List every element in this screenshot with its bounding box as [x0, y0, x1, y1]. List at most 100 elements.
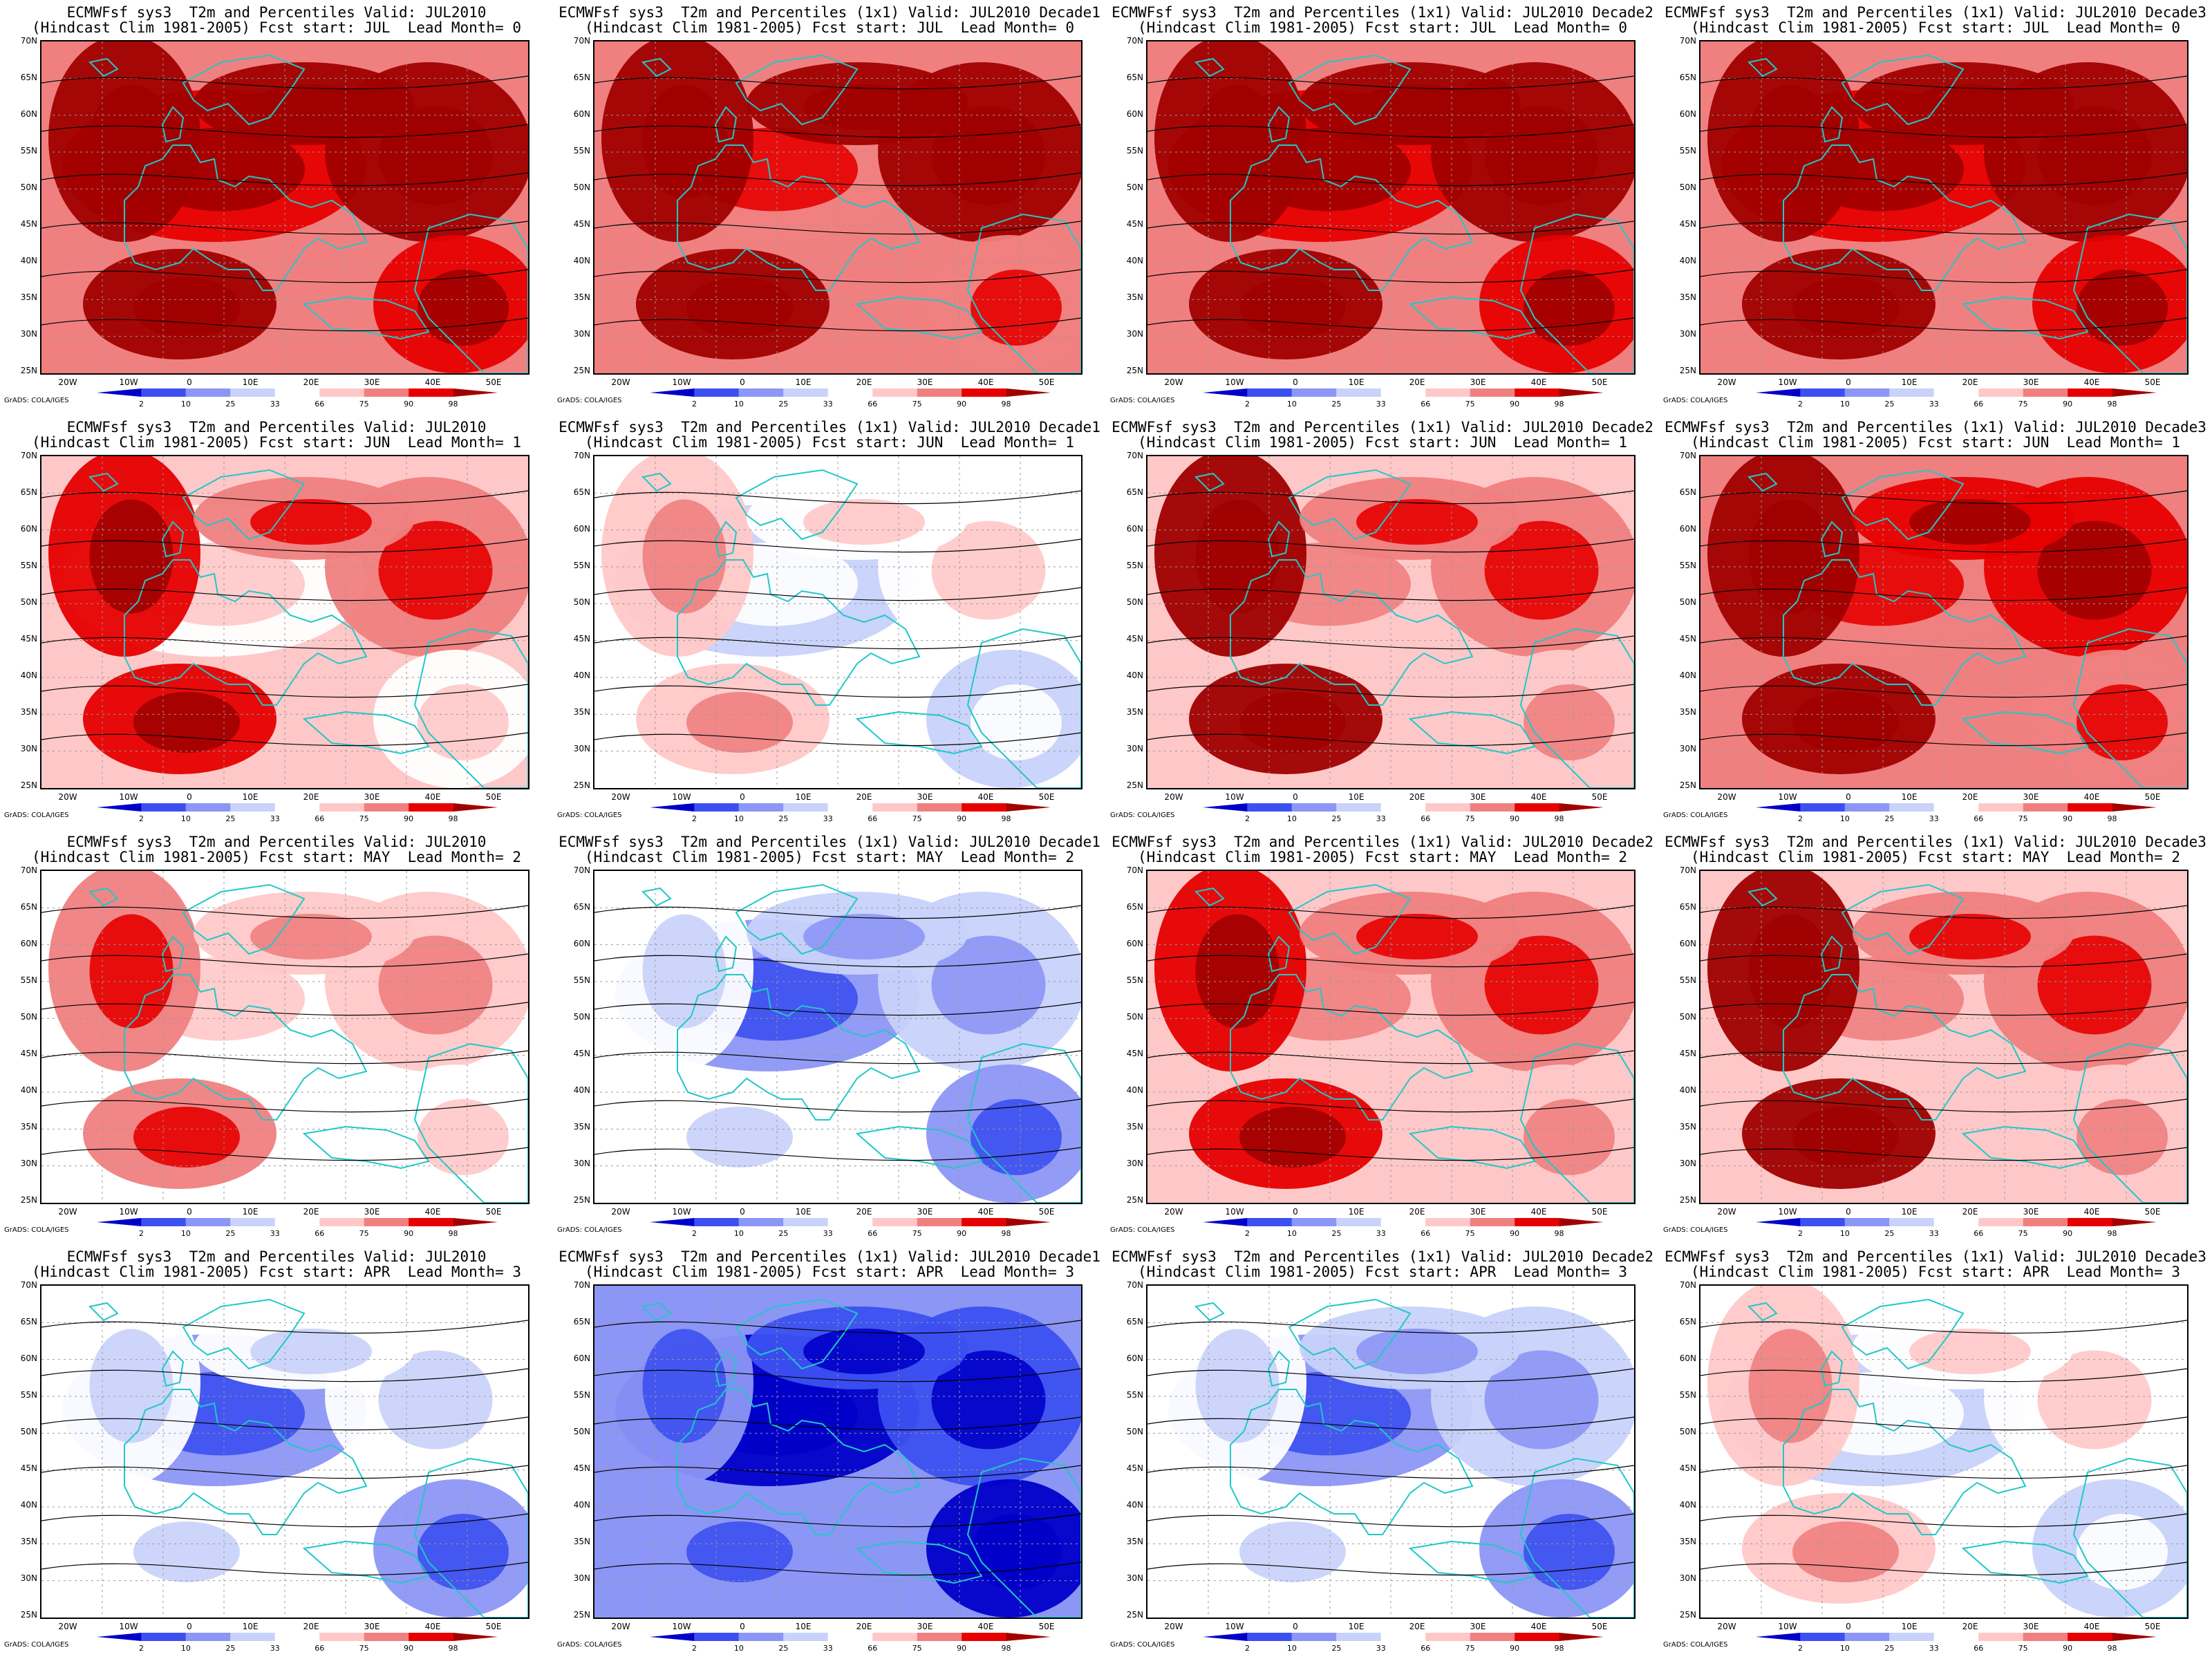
- lon-label: 20W: [611, 792, 630, 802]
- lat-label: 70N: [573, 36, 590, 46]
- lon-label: 10E: [1901, 1207, 1918, 1217]
- colorbar: [650, 388, 1051, 397]
- colorbar-segment: [962, 1633, 1006, 1641]
- coastline: [1747, 887, 1778, 907]
- contour-line: [1700, 1002, 2187, 1016]
- coastline: [1288, 469, 1412, 541]
- coastline: [677, 974, 921, 1121]
- panel-title: ECMWFsf sys3 T2m and Percentiles (1x1) V…: [1665, 419, 2206, 435]
- lon-label: 50E: [485, 377, 502, 387]
- colorbar-segment: [962, 388, 1006, 397]
- lat-label: 60N: [573, 524, 590, 534]
- coastline: [2072, 213, 2187, 373]
- colorbar-segment: [97, 1218, 142, 1226]
- colorbar-segment: [141, 1633, 186, 1641]
- colorbar-tick: 66: [1974, 1229, 1984, 1238]
- colorbar-segment: [1933, 1218, 1979, 1226]
- colorbar-segment: [1470, 388, 1515, 397]
- lat-label: 65N: [1126, 902, 1143, 912]
- colorbar-tick: 66: [1974, 814, 1984, 823]
- colorbar: [650, 803, 1051, 812]
- colorbar-tick: 98: [2107, 1229, 2117, 1238]
- colorbar-tick: 2: [691, 400, 697, 409]
- coastline: [1267, 1350, 1291, 1387]
- colorbar-tick: 75: [2018, 1229, 2028, 1238]
- lat-label: 40N: [1126, 671, 1143, 680]
- colorbar-segment: [1978, 1218, 2023, 1226]
- percentile-shading: [1792, 692, 1899, 753]
- lon-label: 0: [1293, 1207, 1298, 1217]
- lon-label: 20E: [1409, 377, 1425, 387]
- grads-credit: GrADS: COLA/IGES: [557, 397, 622, 404]
- colorbar: [1756, 1633, 2157, 1641]
- percentile-shading: [418, 684, 509, 760]
- lat-label: 55N: [20, 146, 37, 156]
- lat-label: 45N: [1126, 1463, 1143, 1473]
- coastline: [1519, 213, 1634, 373]
- lat-label: 50N: [1679, 1427, 1696, 1436]
- colorbar-segment: [1515, 1218, 1559, 1226]
- contour-line: [1700, 538, 2187, 553]
- coastline: [1783, 1389, 2027, 1535]
- lon-label: 50E: [2144, 792, 2161, 802]
- lon-label: 10E: [242, 377, 259, 387]
- colorbar-segment: [274, 1218, 320, 1226]
- colorbar-tick: 66: [868, 1229, 878, 1238]
- colorbar-tick: 98: [448, 814, 458, 823]
- colorbar-tick: 98: [2107, 814, 2117, 823]
- colorbar-segment: [827, 1633, 873, 1641]
- colorbar-segment: [2068, 803, 2112, 812]
- colorbar-segment: [453, 1633, 498, 1641]
- lon-label: 10W: [1778, 1622, 1797, 1631]
- lon-label: 20W: [1164, 1207, 1183, 1217]
- contour-line: [594, 317, 1081, 332]
- colorbar-tick: 75: [359, 814, 369, 823]
- lon-label: 20E: [1962, 1622, 1978, 1631]
- lon-label: 10E: [795, 1622, 812, 1631]
- lon-label: 20E: [1962, 377, 1978, 387]
- coastline: [1519, 1457, 1634, 1618]
- lon-label: 10E: [242, 1622, 259, 1631]
- colorbar-segment: [2112, 1218, 2157, 1226]
- coastline: [966, 1042, 1081, 1203]
- colorbar-tick: 66: [868, 1644, 878, 1653]
- colorbar-tick: 66: [1421, 1644, 1431, 1653]
- colorbar-segment: [1559, 803, 1604, 812]
- coastline: [302, 711, 430, 755]
- percentile-shading: [1524, 684, 1615, 760]
- lon-label: 20W: [1717, 792, 1736, 802]
- panel-title: ECMWFsf sys3 T2m and Percentiles (1x1) V…: [559, 419, 1100, 435]
- colorbar-tick: 98: [1001, 1644, 1011, 1653]
- lon-label: 0: [1846, 1207, 1851, 1217]
- colorbar-segment: [1247, 803, 1292, 812]
- lon-label: 0: [740, 377, 745, 387]
- coastline: [641, 1302, 672, 1322]
- panel-subtitle: (Hindcast Clim 1981-2005) Fcst start: AP…: [584, 1264, 1074, 1280]
- coastline: [855, 711, 983, 755]
- colorbar-tick: 75: [1465, 400, 1475, 409]
- contour-line: [1700, 587, 2187, 601]
- colorbar-tick: 33: [1376, 400, 1386, 409]
- colorbar-tick: 90: [957, 1229, 967, 1238]
- grads-credit: GrADS: COLA/IGES: [1110, 1226, 1175, 1234]
- lon-label: 50E: [1591, 1622, 1608, 1631]
- lon-label: 40E: [1530, 1207, 1547, 1217]
- lat-label: 60N: [20, 939, 37, 948]
- contour-line: [1147, 75, 1634, 90]
- coastline: [1747, 1302, 1778, 1322]
- lat-label: 60N: [1126, 109, 1143, 119]
- percentile-shading: [1195, 499, 1280, 614]
- panel-title: ECMWFsf sys3 T2m and Percentiles Valid: …: [66, 1248, 487, 1265]
- contour-line: [1147, 953, 1634, 968]
- colorbar-tick: 90: [2063, 1229, 2073, 1238]
- contour-line: [1147, 317, 1634, 332]
- colorbar-segment: [650, 1633, 695, 1641]
- colorbar-tick: 2: [1797, 400, 1803, 409]
- coastline: [161, 935, 185, 973]
- panel-subtitle: (Hindcast Clim 1981-2005) Fcst start: JU…: [1137, 19, 1627, 36]
- lat-label: 25N: [1126, 780, 1143, 790]
- lon-label: 40E: [1530, 377, 1547, 387]
- colorbar-segment: [409, 803, 453, 812]
- coastline: [88, 472, 119, 492]
- percentile-shading: [250, 1329, 372, 1374]
